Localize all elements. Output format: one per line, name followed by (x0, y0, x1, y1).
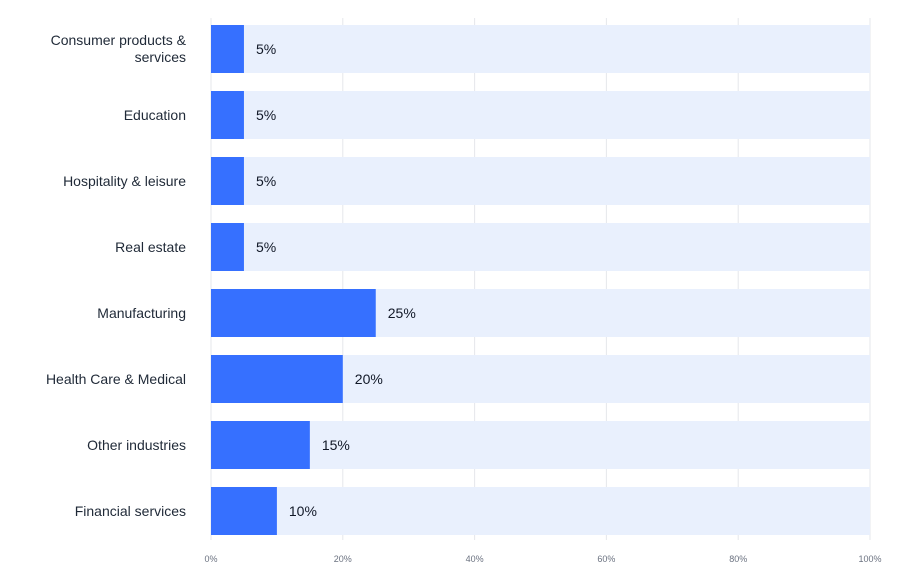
x-tick-label: 20% (334, 554, 352, 564)
bar-track (211, 25, 870, 73)
category-label: Education (124, 107, 186, 123)
category-label: Manufacturing (97, 305, 186, 321)
bar (211, 487, 277, 535)
x-tick-label: 0% (204, 554, 217, 564)
x-tick-label: 100% (858, 554, 881, 564)
bar (211, 421, 310, 469)
category-label: Consumer products & services (51, 32, 187, 65)
value-labels: 5% 5% 5% 5% 25% 20% 15% 10% (256, 41, 416, 519)
bar-value-label: 5% (256, 239, 276, 255)
x-axis-ticks: 0% 20% 40% 60% 80% 100% (204, 554, 881, 564)
bar-track (211, 157, 870, 205)
category-label: Hospitality & leisure (63, 173, 186, 189)
bar-value-label: 5% (256, 173, 276, 189)
bar-track (211, 421, 870, 469)
x-tick-label: 80% (729, 554, 747, 564)
bar-value-label: 10% (289, 503, 317, 519)
bar-track (211, 487, 870, 535)
bar-track (211, 223, 870, 271)
category-label: Other industries (87, 437, 186, 453)
category-labels: Consumer products & services Education Hosp… (46, 32, 187, 519)
bar-value-label: 20% (355, 371, 383, 387)
category-label: Real estate (115, 239, 186, 255)
bar-value-label: 5% (256, 107, 276, 123)
bar-value-label: 25% (388, 305, 416, 321)
bar-value-label: 15% (322, 437, 350, 453)
bar (211, 289, 376, 337)
bar-value-label: 5% (256, 41, 276, 57)
x-tick-label: 60% (597, 554, 615, 564)
category-label: Health Care & Medical (46, 371, 186, 387)
bar (211, 91, 244, 139)
bar (211, 157, 244, 205)
bar-track (211, 91, 870, 139)
x-tick-label: 40% (466, 554, 484, 564)
bar (211, 355, 343, 403)
bars (211, 25, 376, 535)
bar (211, 25, 244, 73)
bar (211, 223, 244, 271)
category-label: Financial services (75, 503, 186, 519)
